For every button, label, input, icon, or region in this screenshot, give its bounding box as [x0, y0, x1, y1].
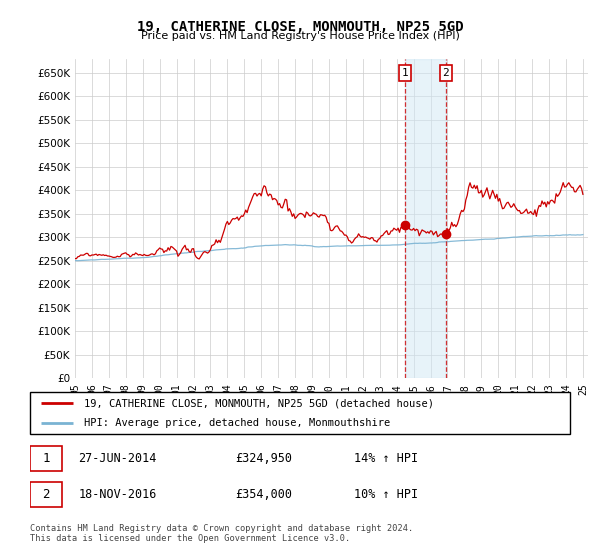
FancyBboxPatch shape: [30, 446, 62, 471]
FancyBboxPatch shape: [30, 392, 570, 434]
Text: 19, CATHERINE CLOSE, MONMOUTH, NP25 5GD (detached house): 19, CATHERINE CLOSE, MONMOUTH, NP25 5GD …: [84, 398, 434, 408]
Text: Contains HM Land Registry data © Crown copyright and database right 2024.
This d: Contains HM Land Registry data © Crown c…: [30, 524, 413, 543]
Text: Price paid vs. HM Land Registry's House Price Index (HPI): Price paid vs. HM Land Registry's House …: [140, 31, 460, 41]
Text: 27-JUN-2014: 27-JUN-2014: [79, 452, 157, 465]
Text: 14% ↑ HPI: 14% ↑ HPI: [354, 452, 418, 465]
FancyBboxPatch shape: [30, 482, 62, 507]
Bar: [405, 59, 446, 378]
Text: 18-NOV-2016: 18-NOV-2016: [79, 488, 157, 501]
Text: 1: 1: [43, 452, 50, 465]
Text: HPI: Average price, detached house, Monmouthshire: HPI: Average price, detached house, Monm…: [84, 418, 390, 428]
Text: 2: 2: [43, 488, 50, 501]
Text: £324,950: £324,950: [235, 452, 292, 465]
Text: 19, CATHERINE CLOSE, MONMOUTH, NP25 5GD: 19, CATHERINE CLOSE, MONMOUTH, NP25 5GD: [137, 20, 463, 34]
Text: 2: 2: [442, 68, 449, 78]
Text: £354,000: £354,000: [235, 488, 292, 501]
Text: 1: 1: [402, 68, 409, 78]
Text: 10% ↑ HPI: 10% ↑ HPI: [354, 488, 418, 501]
